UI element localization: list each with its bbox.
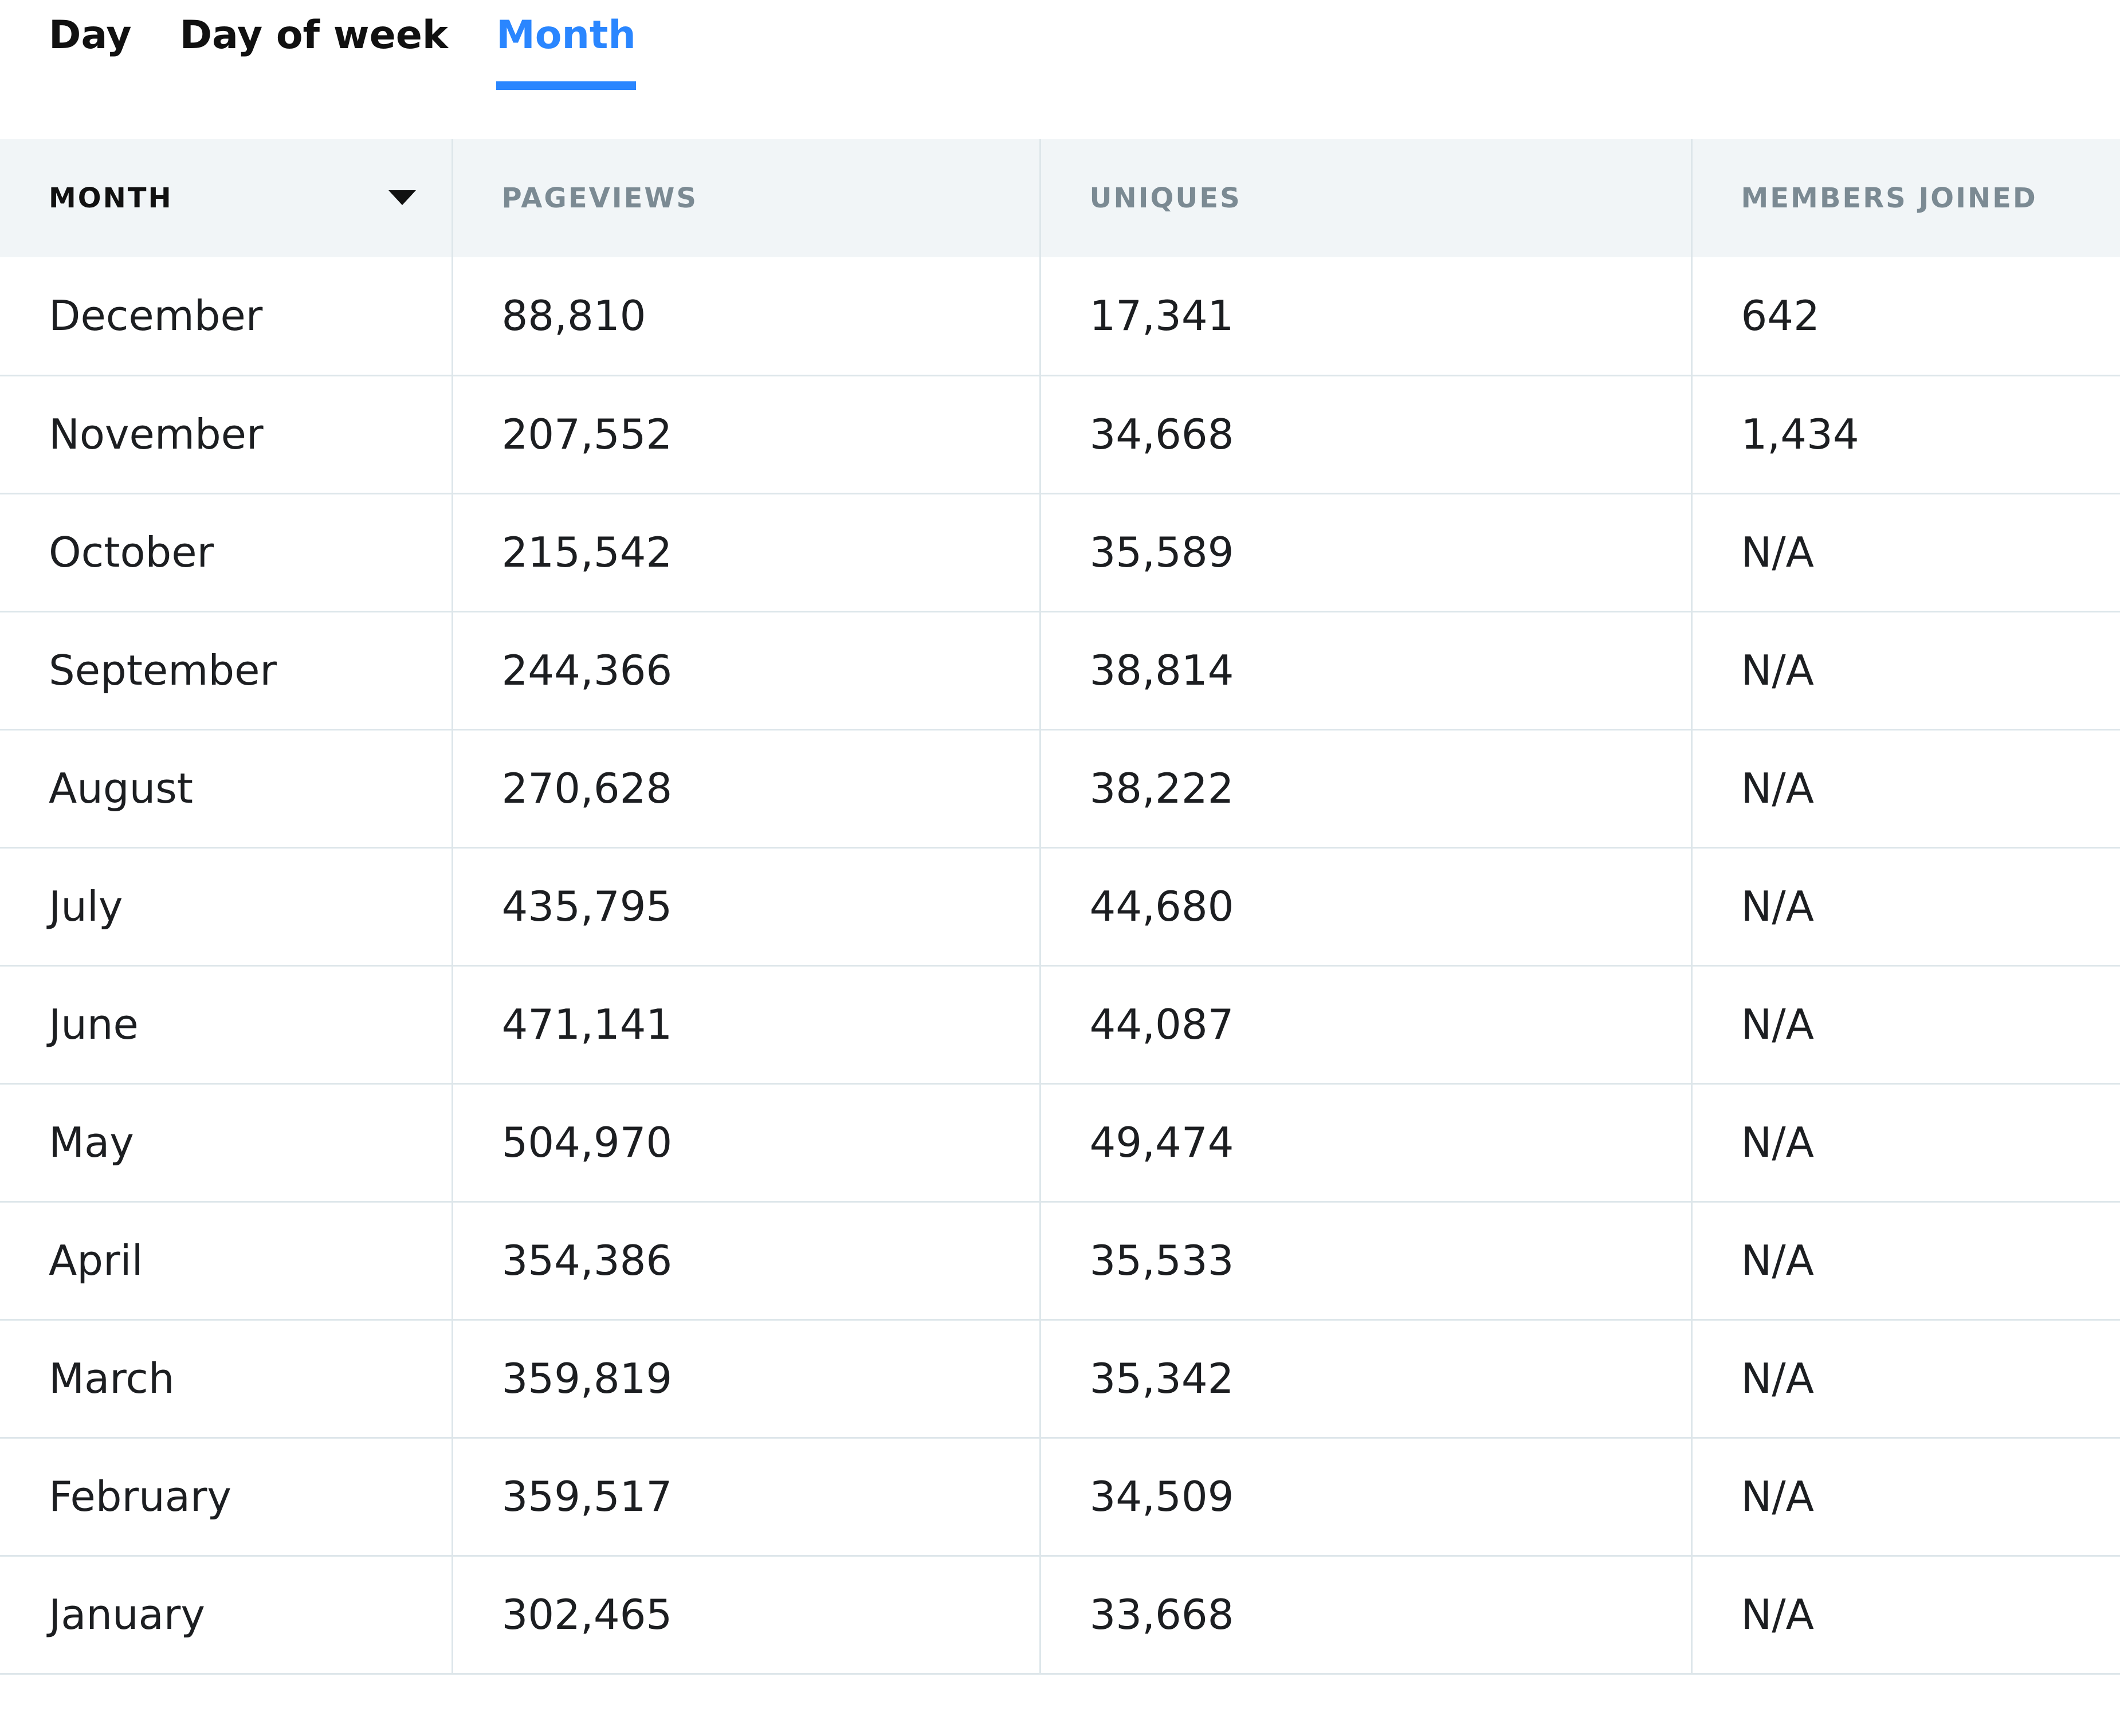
table-header: MONTH PAGEVIEWS UNIQUES MEMBERS JOINED: [0, 139, 2120, 257]
column-header-members-joined[interactable]: MEMBERS JOINED: [1690, 139, 2120, 257]
cell-members-joined: N/A: [1690, 1437, 2120, 1557]
table-row: June 471,141 44,087 N/A: [0, 965, 2120, 1085]
tab-month[interactable]: Month: [496, 0, 636, 90]
table-header-row: MONTH PAGEVIEWS UNIQUES MEMBERS JOINED: [0, 139, 2120, 257]
cell-members-joined: N/A: [1690, 1319, 2120, 1439]
cell-month: September: [0, 611, 452, 730]
cell-month: December: [0, 257, 452, 376]
cell-pageviews: 359,819: [451, 1319, 1040, 1439]
cell-pageviews: 302,465: [451, 1556, 1040, 1675]
column-header-uniques-label: UNIQUES: [1089, 182, 1242, 214]
cell-pageviews: 435,795: [451, 847, 1040, 967]
column-header-month-label: MONTH: [49, 182, 173, 214]
column-header-month[interactable]: MONTH: [0, 139, 452, 257]
cell-uniques: 35,533: [1039, 1201, 1691, 1321]
cell-pageviews: 88,810: [451, 257, 1040, 376]
cell-month: November: [0, 375, 452, 494]
cell-members-joined: N/A: [1690, 847, 2120, 967]
cell-uniques: 17,341: [1039, 257, 1691, 376]
cell-members-joined: N/A: [1690, 611, 2120, 730]
cell-pageviews: 244,366: [451, 611, 1040, 730]
cell-pageviews: 270,628: [451, 729, 1040, 849]
cell-members-joined: N/A: [1690, 1083, 2120, 1203]
table-row: October 215,542 35,589 N/A: [0, 493, 2120, 612]
cell-uniques: 33,668: [1039, 1556, 1691, 1675]
table-row: August 270,628 38,222 N/A: [0, 729, 2120, 849]
tab-day[interactable]: Day: [49, 0, 132, 55]
cell-uniques: 34,509: [1039, 1437, 1691, 1557]
column-header-members-joined-label: MEMBERS JOINED: [1741, 182, 2037, 214]
tab-month-label: Month: [496, 13, 636, 58]
tab-month-underline: [496, 81, 636, 90]
table-row: February 359,517 34,509 N/A: [0, 1437, 2120, 1557]
table-row: April 354,386 35,533 N/A: [0, 1201, 2120, 1321]
cell-month: January: [0, 1556, 452, 1675]
cell-uniques: 38,222: [1039, 729, 1691, 849]
table-row: January 302,465 33,668 N/A: [0, 1556, 2120, 1675]
cell-uniques: 44,680: [1039, 847, 1691, 967]
cell-uniques: 38,814: [1039, 611, 1691, 730]
table-row: September 244,366 38,814 N/A: [0, 611, 2120, 730]
cell-pageviews: 359,517: [451, 1437, 1040, 1557]
cell-month: July: [0, 847, 452, 967]
sort-descending-icon[interactable]: [388, 190, 416, 205]
cell-members-joined: N/A: [1690, 729, 2120, 849]
cell-month: February: [0, 1437, 452, 1557]
cell-members-joined: N/A: [1690, 1201, 2120, 1321]
cell-month: June: [0, 965, 452, 1085]
cell-pageviews: 207,552: [451, 375, 1040, 494]
cell-pageviews: 354,386: [451, 1201, 1040, 1321]
cell-members-joined: N/A: [1690, 1556, 2120, 1675]
cell-month: October: [0, 493, 452, 612]
cell-pageviews: 215,542: [451, 493, 1040, 612]
cell-uniques: 49,474: [1039, 1083, 1691, 1203]
cell-members-joined: 642: [1690, 257, 2120, 376]
cell-uniques: 35,589: [1039, 493, 1691, 612]
tab-day-of-week-label: Day of week: [179, 13, 449, 58]
column-header-pageviews[interactable]: PAGEVIEWS: [451, 139, 1040, 257]
cell-uniques: 44,087: [1039, 965, 1691, 1085]
view-tabs: Day Day of week Month: [49, 0, 684, 92]
cell-uniques: 34,668: [1039, 375, 1691, 494]
cell-pageviews: 471,141: [451, 965, 1040, 1085]
table-row: March 359,819 35,342 N/A: [0, 1319, 2120, 1439]
table-row: May 504,970 49,474 N/A: [0, 1083, 2120, 1203]
cell-members-joined: 1,434: [1690, 375, 2120, 494]
cell-month: April: [0, 1201, 452, 1321]
cell-uniques: 35,342: [1039, 1319, 1691, 1439]
column-header-uniques[interactable]: UNIQUES: [1039, 139, 1691, 257]
table-row: July 435,795 44,680 N/A: [0, 847, 2120, 967]
cell-members-joined: N/A: [1690, 965, 2120, 1085]
stats-table: MONTH PAGEVIEWS UNIQUES MEMBERS JOINED D…: [0, 139, 2120, 1675]
tab-day-label: Day: [49, 13, 132, 58]
table-body: December 88,810 17,341 642 November 207,552 34…: [0, 257, 2120, 1675]
cell-month: May: [0, 1083, 452, 1203]
cell-month: March: [0, 1319, 452, 1439]
table-row: November 207,552 34,668 1,434: [0, 375, 2120, 494]
cell-pageviews: 504,970: [451, 1083, 1040, 1203]
tab-day-of-week[interactable]: Day of week: [180, 0, 449, 55]
column-header-pageviews-label: PAGEVIEWS: [501, 182, 698, 214]
cell-month: August: [0, 729, 452, 849]
table-row: December 88,810 17,341 642: [0, 257, 2120, 376]
cell-members-joined: N/A: [1690, 493, 2120, 612]
